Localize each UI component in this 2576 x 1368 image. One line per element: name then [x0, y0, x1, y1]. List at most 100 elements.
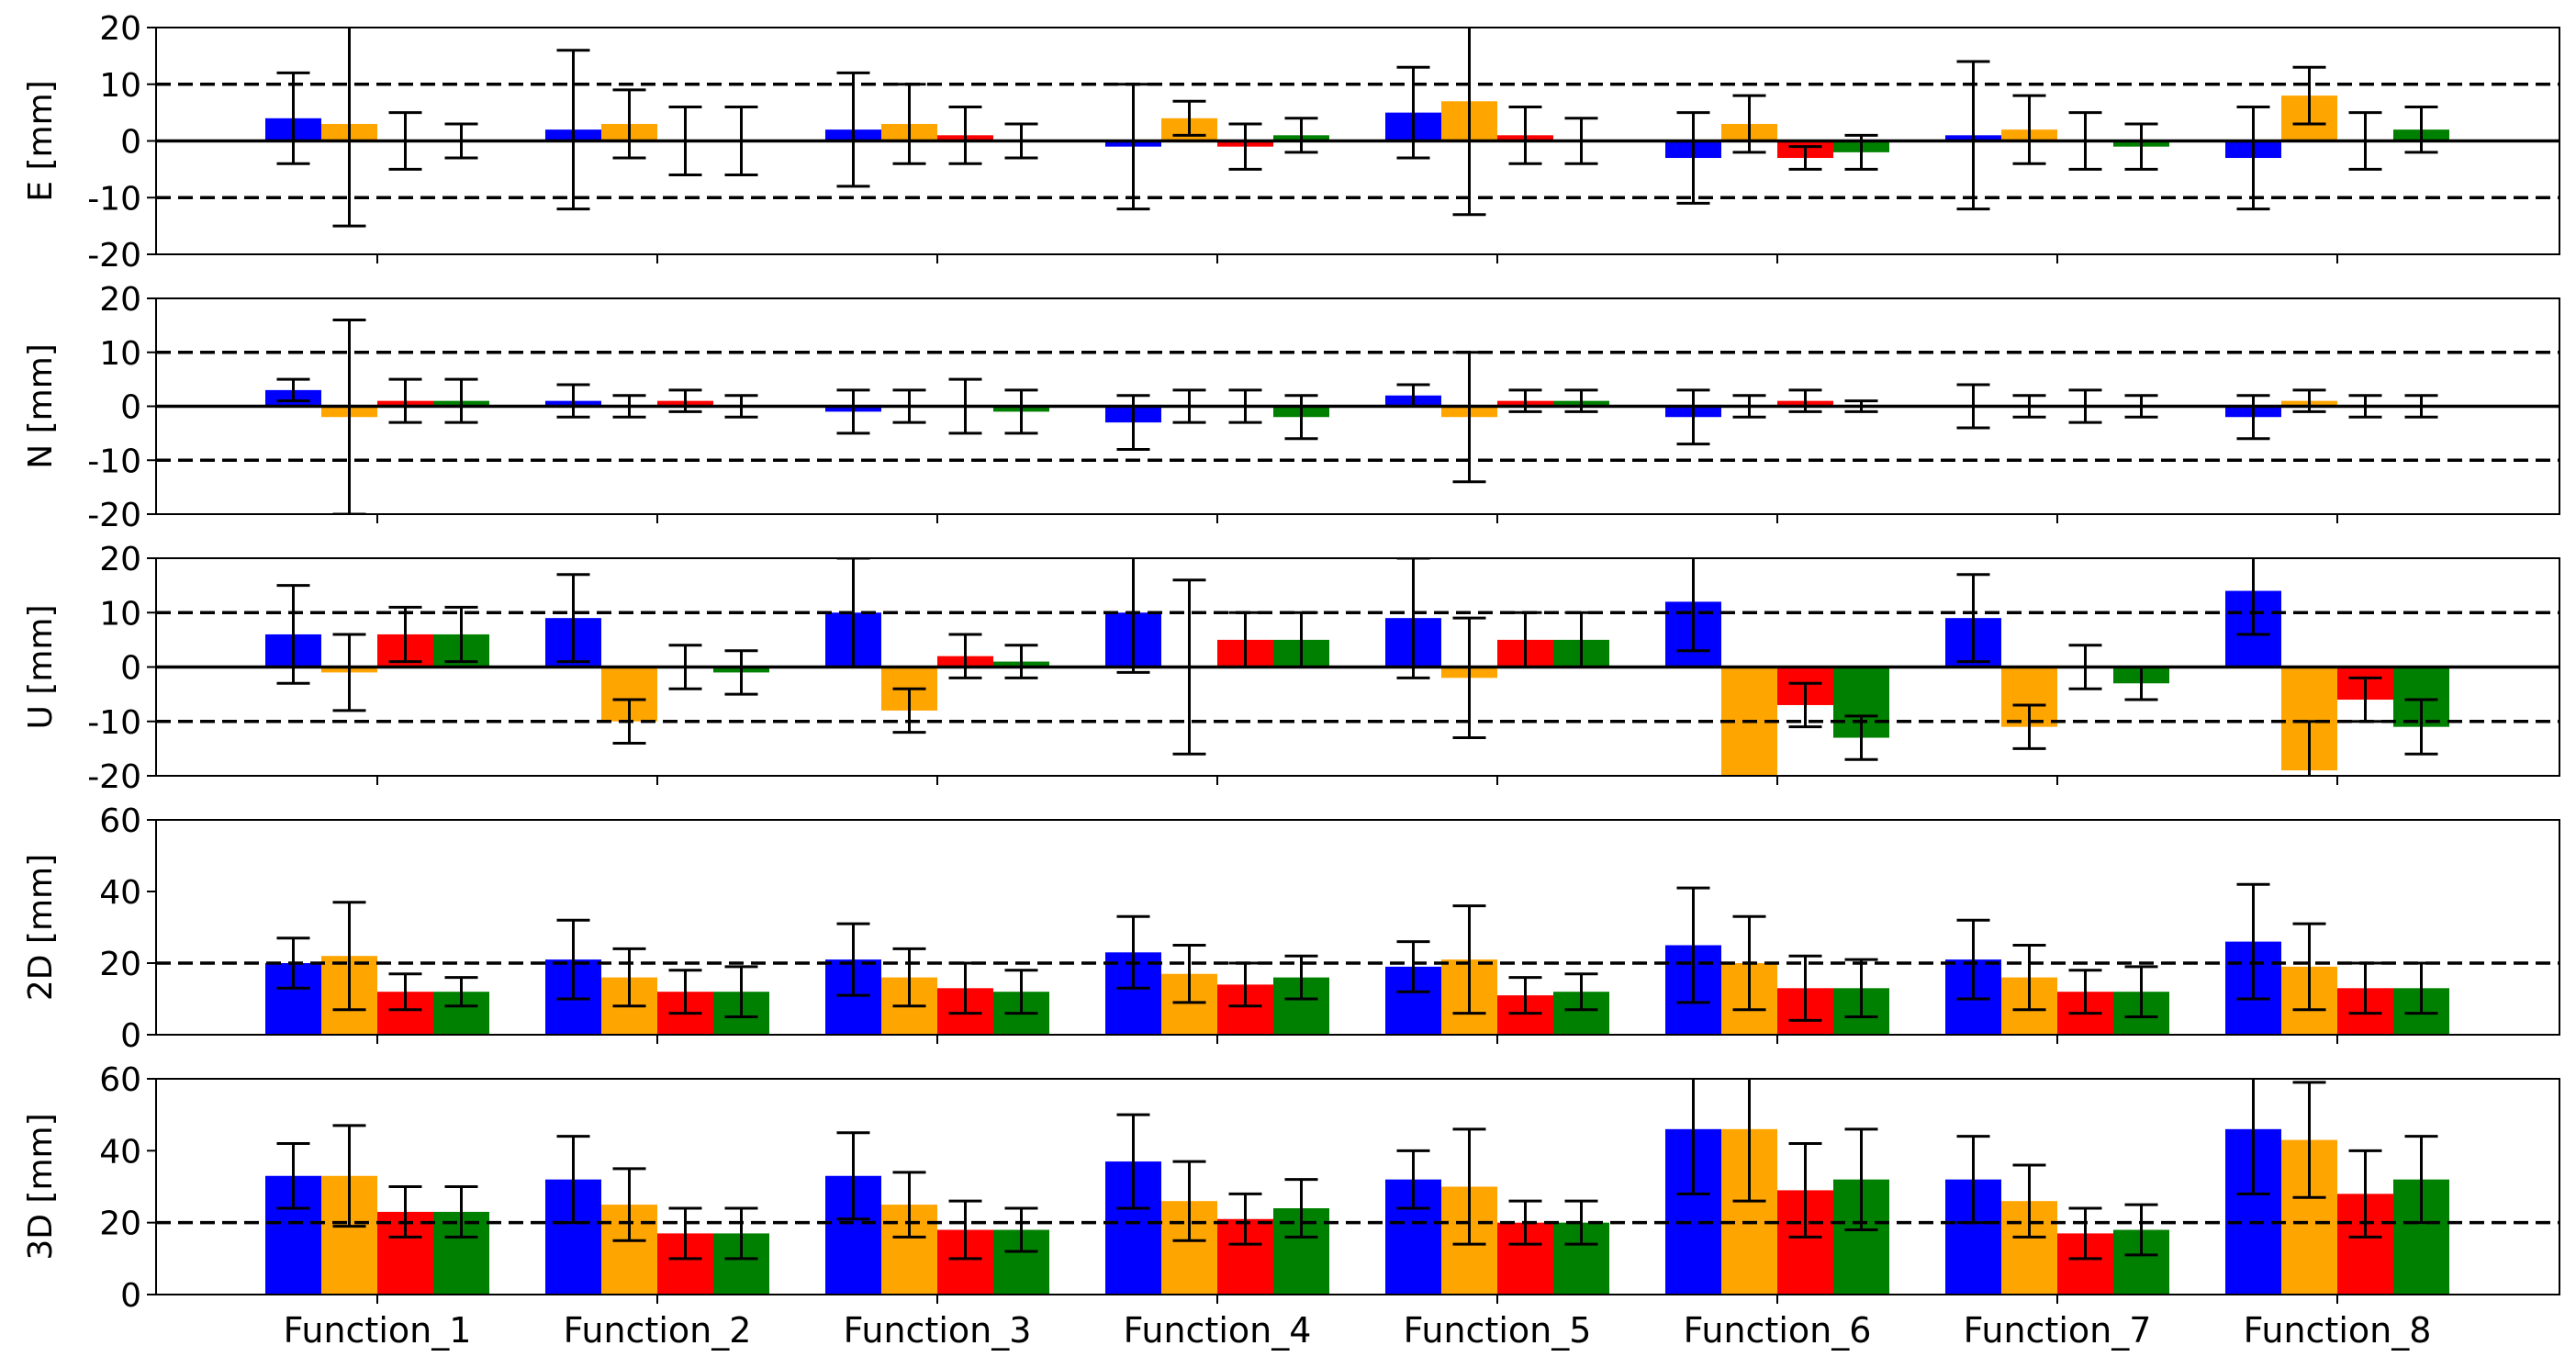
y-tick-label: 20 — [99, 1205, 141, 1243]
x-tick-label: Function_8 — [2244, 1310, 2432, 1351]
error-bar — [1452, 616, 1486, 740]
error-bar — [1564, 1199, 1598, 1246]
x-tick-label: Function_2 — [564, 1310, 752, 1351]
y-tick-label: 0 — [120, 1277, 141, 1315]
error-bar — [2012, 703, 2046, 750]
panel-contents — [156, 319, 2559, 514]
panel-1: -20 -10 0 10 20 E [mm] — [22, 10, 2560, 275]
error-bar — [2068, 111, 2102, 171]
error-bar — [2124, 122, 2158, 171]
error-bar — [2012, 1163, 2046, 1239]
error-bar — [2124, 965, 2158, 1018]
x-tick-label: Function_6 — [1684, 1310, 1872, 1351]
error-bar — [332, 633, 366, 712]
error-bar — [1004, 122, 1038, 160]
error-bar — [668, 105, 702, 177]
error-bar — [1676, 1079, 1710, 1195]
error-bar — [2012, 944, 2046, 1012]
error-bar — [668, 388, 702, 413]
error-bar — [2236, 558, 2270, 636]
panel-4: 0 20 40 60 2D [mm] — [22, 802, 2560, 1055]
panel-contents — [156, 558, 2559, 776]
error-bar — [444, 1185, 478, 1239]
y-tick-label: -10 — [87, 704, 141, 742]
error-bar — [1788, 388, 1822, 413]
error-bar — [1732, 1079, 1766, 1203]
error-bar — [1228, 1192, 1262, 1246]
error-bar — [1508, 1199, 1542, 1246]
y-tick-label: 20 — [99, 946, 141, 983]
error-bar — [1228, 961, 1262, 1008]
error-bar — [1172, 944, 1206, 1004]
error-bar — [1844, 714, 1878, 761]
panel-5: 0 20 40 60 3D [mm] Function_1 Function_2 Functi… — [22, 1061, 2560, 1351]
error-bar — [836, 388, 870, 435]
error-bar — [1732, 94, 1766, 154]
error-bar — [724, 394, 758, 419]
y-tick-label: 10 — [99, 67, 141, 105]
y-tick-label: 10 — [99, 595, 141, 633]
error-bar — [444, 976, 478, 1008]
error-bar — [1564, 388, 1598, 413]
error-bar — [2404, 105, 2438, 154]
error-bar — [2292, 720, 2326, 776]
error-bar — [612, 947, 646, 1008]
error-bar — [2124, 666, 2158, 701]
error-bar — [2404, 698, 2438, 756]
error-bar — [1732, 914, 1766, 1012]
error-bar — [1116, 1113, 1150, 1210]
error-bar — [668, 1206, 702, 1261]
y-tick-label: -20 — [87, 758, 141, 796]
y-axis-label: 2D [mm] — [22, 854, 60, 1001]
error-bar — [556, 573, 590, 664]
error-bar — [612, 394, 646, 419]
error-bar — [2124, 394, 2158, 419]
error-bar — [1228, 611, 1262, 668]
error-bar — [1004, 969, 1038, 1015]
error-bar — [2292, 388, 2326, 413]
y-tick-label: 40 — [99, 1133, 141, 1171]
error-bar — [2236, 394, 2270, 441]
error-bar — [276, 1142, 310, 1210]
y-tick-label: 0 — [120, 650, 141, 688]
error-bar — [2292, 1081, 2326, 1199]
error-bar — [388, 972, 422, 1012]
error-bar — [1956, 918, 1990, 1001]
error-bar — [1172, 99, 1206, 137]
error-bar — [2348, 1149, 2382, 1239]
error-bar — [2012, 94, 2046, 165]
error-bar — [1956, 1135, 1990, 1225]
error-bar — [948, 377, 982, 435]
error-bar — [836, 558, 870, 668]
error-bar — [2236, 1079, 2270, 1195]
error-bar — [724, 1206, 758, 1261]
error-bar — [1788, 1142, 1822, 1239]
error-bar — [556, 49, 590, 211]
error-bar — [1396, 940, 1430, 993]
error-bar — [1396, 1149, 1430, 1210]
error-bar — [1004, 388, 1038, 435]
error-bar — [2348, 111, 2382, 171]
error-bar — [1956, 60, 1990, 211]
error-bar — [556, 1135, 590, 1225]
error-bar — [332, 901, 366, 1012]
error-bar — [836, 922, 870, 997]
error-bar — [444, 377, 478, 424]
error-bar — [724, 649, 758, 696]
error-bar — [724, 965, 758, 1018]
error-bar — [1228, 388, 1262, 424]
y-tick-label: 0 — [120, 124, 141, 162]
error-bar — [1844, 1127, 1878, 1231]
error-bar — [388, 111, 422, 171]
error-bar — [948, 633, 982, 679]
error-bar — [2068, 1206, 2102, 1261]
error-bar — [276, 936, 310, 990]
y-tick-label: 60 — [99, 1061, 141, 1099]
error-bar — [2068, 644, 2102, 690]
panel-contents — [156, 882, 2559, 1035]
error-bar — [1508, 611, 1542, 668]
error-bar — [724, 105, 758, 177]
y-axis-label: E [mm] — [22, 80, 60, 201]
y-tick-label: 20 — [99, 541, 141, 578]
error-bar — [1844, 958, 1878, 1018]
